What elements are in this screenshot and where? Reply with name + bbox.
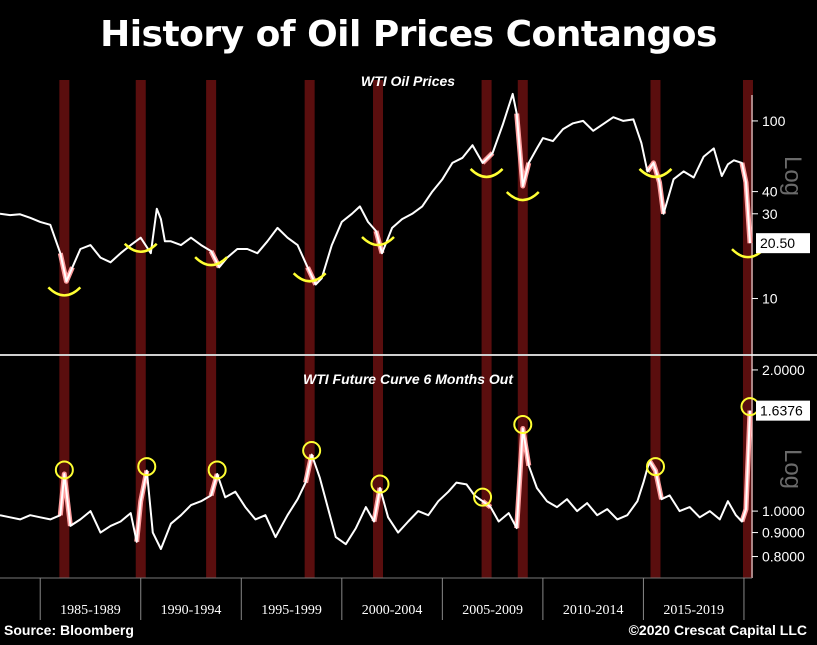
panel-title: WTI Future Curve 6 Months Out (303, 371, 514, 387)
x-tick-label: 2015-2019 (663, 603, 724, 618)
copyright-label: ©2020 Crescat Capital LLC (628, 622, 807, 638)
log-scale-label: Log (779, 156, 806, 196)
trough-marker (123, 242, 158, 253)
peak-marker (137, 457, 157, 477)
future-curve-panel: WTI Future Curve 6 Months Out (0, 371, 760, 550)
y-tick-label: 0.9000 (762, 525, 805, 541)
x-tick-label: 1985-1989 (60, 603, 121, 618)
x-tick-label: 2000-2004 (362, 603, 423, 618)
peak-marker (645, 457, 665, 477)
last-value-box (756, 233, 810, 254)
contango-bands (59, 80, 753, 578)
chart-frame (0, 95, 817, 579)
wti-price-panel: WTI Oil Prices (0, 73, 765, 297)
trough-marker (505, 191, 540, 202)
peak-marker (370, 474, 390, 494)
trough-marker (194, 256, 229, 267)
trough-marker (47, 286, 82, 297)
x-tick-label: 1990-1994 (161, 603, 222, 618)
peak-marker (302, 441, 322, 461)
peak-marker (513, 415, 533, 435)
peak-marker (54, 460, 74, 480)
contango-band (135, 80, 146, 578)
x-axis: 1985-1989 1990-1994 1995-1999 2000-2004 2005… (39, 578, 745, 620)
last-value-box (756, 400, 810, 421)
source-label: Source: Bloomberg (4, 622, 134, 638)
axes: 10 30 40 100 Log 20.50 0.8000 0.9000 1.0000 2.000… (752, 113, 810, 565)
future-curve-line (0, 410, 751, 550)
y-tick-label: 2.0000 (762, 362, 805, 378)
peak-marker (207, 460, 227, 480)
wti-price-line (0, 92, 751, 286)
x-tick-label: 2010-2014 (563, 603, 624, 618)
contango-band (304, 80, 315, 578)
log-scale-label: Log (779, 449, 806, 489)
peak-marker (473, 487, 493, 507)
contango-band (650, 80, 661, 578)
last-value-label: 1.6376 (760, 403, 803, 419)
last-value-label: 20.50 (760, 235, 795, 251)
contango-band (481, 80, 492, 578)
panel-title: WTI Oil Prices (361, 73, 455, 89)
trough-marker (292, 272, 327, 283)
contango-band (59, 80, 70, 578)
y-tick-label: 1.0000 (762, 503, 805, 519)
y-tick-label: 0.8000 (762, 549, 805, 565)
trough-marker (361, 236, 395, 247)
contango-band (517, 80, 528, 578)
contango-band (742, 80, 753, 578)
y-tick-label: 30 (762, 206, 778, 222)
trough-marker (469, 168, 504, 179)
y-tick-label: 40 (762, 184, 778, 200)
contango-band (206, 80, 217, 578)
x-tick-label: 1995-1999 (261, 603, 322, 618)
chart-title: History of Oil Prices Contangos (100, 14, 717, 55)
x-tick-label: 2005-2009 (462, 603, 523, 618)
y-tick-label: 10 (762, 291, 778, 307)
y-tick-label: 100 (762, 113, 786, 129)
trough-marker (638, 168, 673, 179)
contango-band (373, 80, 384, 578)
